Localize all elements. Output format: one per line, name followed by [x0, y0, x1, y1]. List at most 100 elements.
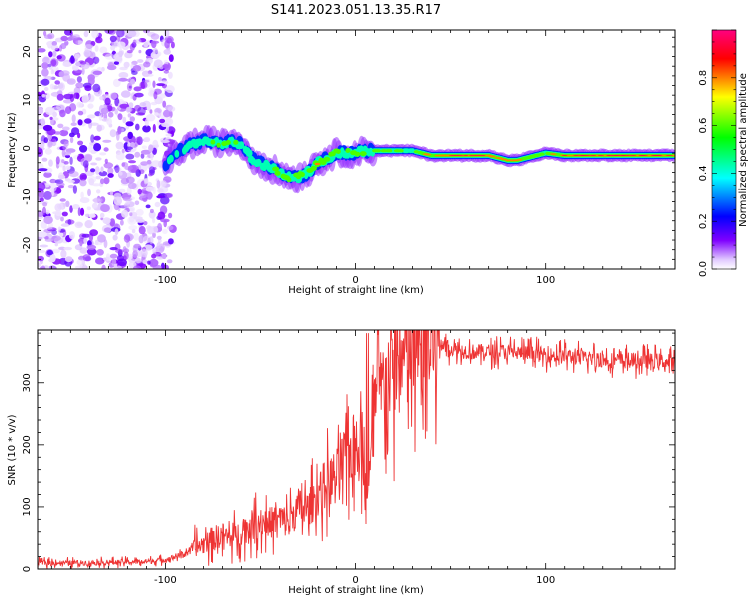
noise-blob: [43, 87, 49, 91]
noise-blob: [101, 264, 106, 269]
noise-blob: [75, 82, 84, 89]
ridge-band: [274, 170, 281, 176]
noise-blob: [92, 197, 103, 204]
noise-blob: [51, 41, 57, 46]
x-tick-label: 100: [536, 275, 555, 286]
noise-blob: [156, 195, 164, 199]
noise-blob: [117, 41, 126, 48]
noise-blob: [77, 140, 84, 146]
noise-blob: [41, 94, 45, 98]
noise-blob: [72, 66, 79, 71]
noise-blob: [109, 35, 117, 42]
ridge-band: [299, 172, 305, 177]
noise-blob: [43, 171, 52, 178]
noise-blob: [113, 61, 119, 65]
spectrogram-frame: [37, 29, 676, 270]
noise-blob: [115, 249, 124, 254]
noise-blob: [142, 235, 151, 244]
noise-blob: [146, 191, 153, 200]
noise-blob: [54, 80, 60, 85]
noise-blob: [47, 141, 53, 148]
ridge-band: [314, 162, 321, 166]
noise-blob: [82, 160, 89, 168]
noise-blob: [79, 61, 87, 65]
ridge-band: [641, 155, 648, 156]
noise-blob: [126, 50, 133, 54]
spectrogram-x-axis-label: Height of straight line (km): [288, 285, 424, 296]
noise-blob: [57, 83, 64, 89]
noise-blob: [48, 182, 57, 192]
noise-blob: [133, 232, 139, 241]
noise-blob: [43, 30, 47, 36]
ridge-band: [323, 156, 331, 162]
noise-blob: [148, 210, 156, 219]
noise-blob: [109, 190, 113, 196]
noise-blob: [161, 180, 167, 188]
noise-blob: [158, 77, 162, 82]
noise-blob: [95, 157, 102, 161]
colorbar-tick-label: 0.6: [698, 118, 709, 134]
noise-blob: [118, 188, 126, 193]
noise-blob: [156, 83, 166, 87]
noise-blob: [134, 92, 144, 98]
noise-blob: [60, 216, 64, 222]
ridge-band: [515, 159, 523, 161]
noise-blob: [51, 117, 59, 121]
noise-blob: [127, 131, 133, 140]
noise-blob: [117, 258, 127, 267]
noise-blob: [68, 171, 79, 178]
noise-blob: [125, 176, 135, 184]
noise-blob: [115, 152, 125, 161]
ridge-band: [456, 155, 464, 156]
noise-blob: [49, 83, 55, 90]
colorbar-tick-label: 0.0: [698, 261, 709, 277]
noise-blob: [133, 243, 141, 249]
noise-blob: [81, 67, 85, 75]
noise-blob: [166, 37, 173, 44]
noise-blob: [120, 90, 131, 98]
noise-blob: [39, 244, 49, 248]
noise-blob: [135, 123, 140, 131]
ridge-band: [597, 155, 605, 156]
ridge-band: [168, 154, 174, 163]
snr-y-axis-label: SNR (10 * v/v): [7, 414, 18, 485]
ridge-band: [476, 155, 482, 156]
ridge-band: [561, 155, 568, 156]
noise-blob: [50, 44, 59, 51]
noise-blob: [87, 114, 96, 119]
ridge-band: [354, 151, 361, 157]
noise-blob: [128, 225, 138, 231]
noise-blob: [148, 258, 159, 267]
noise-blob: [147, 260, 151, 265]
noise-blob: [162, 100, 167, 108]
noise-blob: [69, 205, 73, 213]
noise-blob: [58, 45, 63, 52]
noise-blob: [69, 156, 73, 165]
noise-blob: [67, 184, 75, 189]
noise-blob: [73, 92, 80, 99]
noise-blob: [84, 118, 92, 124]
noise-blob: [66, 78, 76, 85]
noise-blob: [127, 182, 137, 189]
noise-blob: [64, 151, 72, 155]
noise-blob: [114, 164, 120, 174]
noise-blob: [67, 219, 72, 225]
noise-blob: [156, 235, 162, 240]
ridge-band: [589, 155, 597, 156]
noise-blob: [132, 250, 138, 258]
noise-blob: [163, 109, 171, 118]
noise-blob: [91, 202, 98, 209]
noise-blob: [113, 196, 123, 206]
noise-blob: [90, 134, 95, 143]
noise-blob: [43, 215, 53, 225]
ridge-band: [665, 155, 673, 156]
noise-blob: [84, 154, 93, 162]
noise-blob: [84, 85, 92, 92]
noise-blob: [69, 136, 74, 144]
noise-blob: [92, 70, 103, 76]
noise-blob: [79, 174, 84, 181]
noise-blob: [148, 87, 155, 94]
noise-blob: [92, 56, 100, 64]
noise-blob: [109, 92, 118, 100]
noise-blob: [72, 185, 77, 194]
